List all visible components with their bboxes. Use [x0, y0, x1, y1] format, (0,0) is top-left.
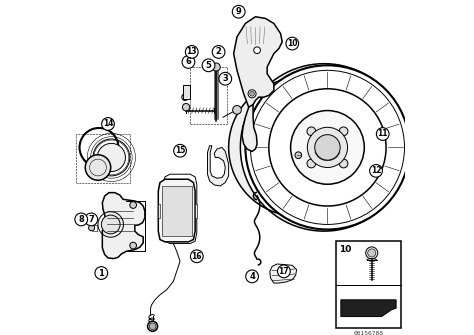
Circle shape	[82, 216, 89, 223]
Circle shape	[246, 65, 410, 229]
Bar	[183, 85, 190, 99]
Circle shape	[85, 213, 98, 226]
Circle shape	[307, 127, 347, 168]
Circle shape	[89, 225, 95, 231]
Polygon shape	[162, 186, 192, 236]
Circle shape	[173, 144, 186, 157]
Text: 13: 13	[187, 48, 197, 56]
Circle shape	[212, 46, 225, 58]
Circle shape	[171, 204, 179, 212]
Polygon shape	[270, 264, 297, 283]
Circle shape	[254, 47, 260, 54]
Text: 6: 6	[185, 58, 191, 66]
Polygon shape	[242, 105, 257, 151]
Text: 16: 16	[191, 252, 202, 261]
Polygon shape	[228, 64, 403, 231]
Circle shape	[368, 249, 376, 257]
Text: 2: 2	[216, 48, 221, 56]
Polygon shape	[195, 204, 197, 218]
Circle shape	[248, 90, 256, 98]
Text: 15: 15	[175, 146, 185, 155]
Circle shape	[250, 91, 255, 96]
Circle shape	[219, 72, 232, 85]
Text: 9: 9	[236, 7, 242, 16]
Circle shape	[97, 143, 126, 172]
Polygon shape	[341, 300, 396, 317]
Circle shape	[286, 37, 299, 50]
Circle shape	[182, 94, 189, 100]
Circle shape	[246, 270, 258, 283]
Text: 00156788: 00156788	[354, 331, 383, 335]
Text: 10: 10	[287, 39, 298, 48]
Text: 11: 11	[377, 130, 388, 138]
Circle shape	[101, 215, 120, 234]
Circle shape	[376, 128, 389, 140]
Circle shape	[315, 135, 340, 160]
Text: 7: 7	[88, 215, 94, 224]
Polygon shape	[234, 17, 282, 107]
Circle shape	[130, 242, 137, 249]
Circle shape	[370, 164, 383, 177]
Circle shape	[366, 247, 378, 259]
Circle shape	[278, 265, 290, 278]
Text: 17: 17	[279, 267, 289, 276]
Circle shape	[95, 267, 108, 279]
Polygon shape	[102, 193, 145, 259]
Circle shape	[307, 159, 316, 168]
Polygon shape	[158, 179, 195, 242]
Circle shape	[233, 106, 241, 114]
Text: 1: 1	[99, 269, 104, 277]
Circle shape	[75, 213, 88, 226]
Circle shape	[307, 127, 316, 136]
Circle shape	[182, 104, 190, 111]
Text: 12: 12	[371, 166, 381, 175]
Circle shape	[147, 321, 157, 331]
Circle shape	[85, 155, 111, 180]
Circle shape	[149, 323, 156, 330]
Circle shape	[339, 127, 348, 136]
Text: 10: 10	[339, 245, 352, 254]
Circle shape	[232, 5, 245, 18]
Circle shape	[291, 111, 365, 184]
Polygon shape	[82, 216, 89, 223]
Bar	[336, 241, 401, 328]
Polygon shape	[208, 146, 228, 186]
Circle shape	[185, 46, 198, 58]
Text: 3: 3	[222, 74, 228, 83]
Circle shape	[212, 63, 220, 71]
Circle shape	[101, 118, 114, 130]
Circle shape	[339, 159, 348, 168]
Text: 5: 5	[206, 61, 211, 70]
Circle shape	[295, 152, 301, 158]
Circle shape	[182, 56, 195, 68]
Polygon shape	[158, 204, 160, 218]
Polygon shape	[164, 174, 197, 244]
Circle shape	[191, 250, 203, 263]
Circle shape	[202, 59, 215, 72]
Circle shape	[183, 210, 191, 218]
Text: 8: 8	[78, 215, 84, 224]
Text: 4: 4	[249, 272, 255, 281]
Text: 14: 14	[103, 120, 113, 128]
Circle shape	[130, 202, 137, 208]
